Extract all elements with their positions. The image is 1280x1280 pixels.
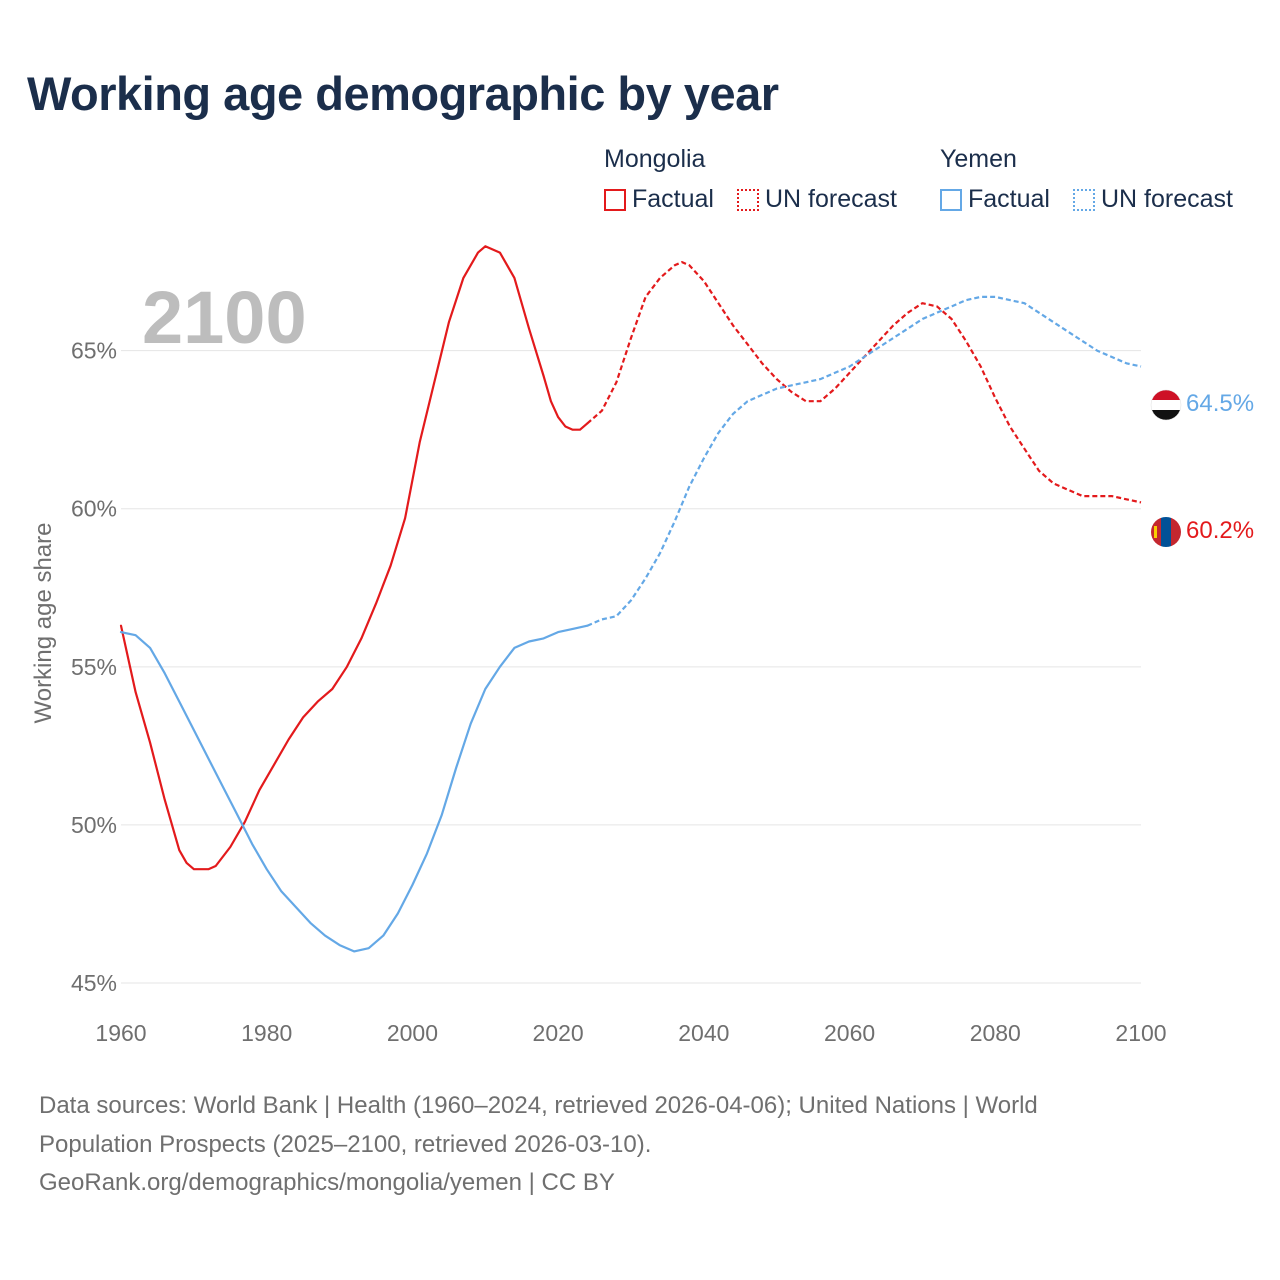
forecast-swatch-icon [737,188,759,211]
legend-yemen-factual-label: Factual [968,185,1050,213]
chart-title: Working age demographic by year [27,67,779,120]
legend-yemen-forecast[interactable]: UN forecast [1073,185,1233,214]
yemen-forecast-line [586,295,1142,627]
series-lines [119,245,1142,953]
gridlines [121,350,1141,984]
legend-mongolia-factual[interactable]: Factual [604,185,714,214]
year-watermark: 2100 [142,276,307,359]
y-tick-label: 60% [71,496,117,522]
yemen-flag-icon [1150,389,1182,421]
forecast-swatch-icon [1073,188,1095,211]
factual-swatch-icon [604,188,626,211]
source-link[interactable]: GeoRank.org/demographics/mongolia/yemen … [39,1169,615,1196]
factual-swatch-icon [940,188,962,211]
x-axis: 1960 1980 2000 2020 2040 2060 2080 2100 [95,1020,1166,1046]
yemen-factual-line [119,624,589,953]
y-axis-label: Working age share [30,523,57,724]
source-line-1: Data sources: World Bank | Health (1960–… [39,1092,1038,1119]
end-label-yemen: 64.5% [1186,390,1254,417]
line-chart: 2100 45% 50% 55% 60% 65% 1960 1980 2000 2020 204… [30,245,1254,1046]
y-tick-label: 45% [71,970,117,996]
x-tick-label: 2040 [678,1020,729,1046]
data-sources: Data sources: World Bank | Health (1960–… [39,1087,1239,1203]
legend-mongolia-factual-label: Factual [632,185,714,213]
legend-yemen-forecast-label: UN forecast [1101,185,1233,213]
x-tick-label: 1960 [95,1020,146,1046]
legend-yemen-factual[interactable]: Factual [940,185,1050,214]
x-tick-label: 2060 [824,1020,875,1046]
mongolia-factual-line [119,245,589,871]
y-axis: 45% 50% 55% 60% 65% [71,338,117,996]
x-tick-label: 2080 [970,1020,1021,1046]
x-tick-label: 2100 [1115,1020,1166,1046]
legend-mongolia-title: Mongolia [604,145,706,173]
source-line-2: Population Prospects (2025–2100, retriev… [39,1130,652,1158]
x-tick-label: 2020 [533,1020,584,1046]
y-tick-label: 55% [71,654,117,680]
legend-yemen-title: Yemen [940,145,1017,173]
mongolia-forecast-line [586,261,1142,504]
legend-mongolia-forecast[interactable]: UN forecast [737,185,897,214]
x-tick-label: 2000 [387,1020,438,1046]
end-label-mongolia: 60.2% [1186,517,1254,544]
x-tick-label: 1980 [241,1020,292,1046]
legend-mongolia-forecast-label: UN forecast [765,185,897,213]
y-tick-label: 65% [71,338,117,364]
y-tick-label: 50% [71,812,117,838]
mongolia-flag-icon [1151,517,1181,547]
